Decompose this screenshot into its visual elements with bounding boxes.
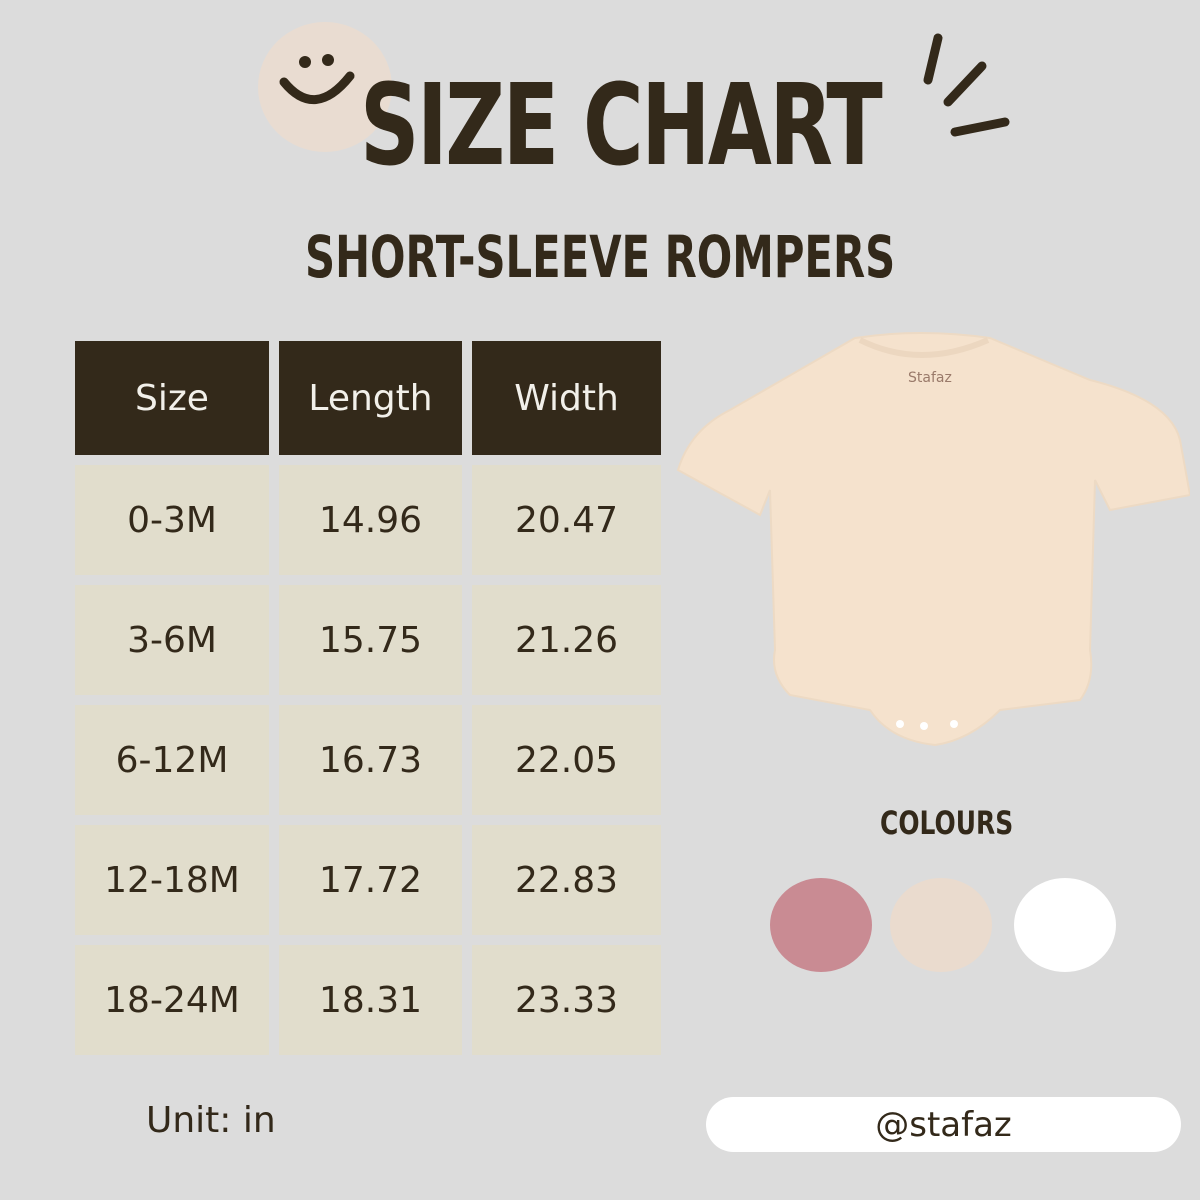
cell-width: 22.05 bbox=[472, 705, 661, 815]
smiley-blob bbox=[258, 22, 392, 152]
social-handle: @stafaz bbox=[875, 1104, 1012, 1145]
colour-swatch-white bbox=[1014, 878, 1116, 972]
page-subtitle: SHORT-SLEEVE ROMPERS bbox=[305, 223, 896, 291]
cell-width: 20.47 bbox=[472, 465, 661, 575]
cell-length: 16.73 bbox=[279, 705, 462, 815]
romper-image: Stafaz bbox=[676, 332, 1190, 747]
cell-width: 23.33 bbox=[472, 945, 661, 1055]
colour-swatch-beige bbox=[890, 878, 992, 972]
smiley-icon bbox=[279, 54, 355, 104]
colours-label: COLOURS bbox=[880, 804, 1014, 842]
cell-width: 21.26 bbox=[472, 585, 661, 695]
unit-label: Unit: in bbox=[146, 1100, 276, 1141]
social-handle-pill: @stafaz bbox=[706, 1097, 1181, 1152]
sparkle-lines-icon bbox=[923, 33, 1010, 137]
cell-size: 18-24M bbox=[75, 945, 269, 1055]
cell-size: 6-12M bbox=[75, 705, 269, 815]
cell-length: 17.72 bbox=[279, 825, 462, 935]
header-length: Length bbox=[279, 341, 462, 455]
page-title: SIZE CHART bbox=[360, 61, 883, 191]
header-width: Width bbox=[472, 341, 661, 455]
cell-length: 18.31 bbox=[279, 945, 462, 1055]
cell-width: 22.83 bbox=[472, 825, 661, 935]
romper-brand-label: Stafaz bbox=[908, 370, 952, 386]
cell-length: 15.75 bbox=[279, 585, 462, 695]
colour-swatch-pink bbox=[770, 878, 872, 972]
header-size: Size bbox=[75, 341, 269, 455]
cell-size: 3-6M bbox=[75, 585, 269, 695]
cell-size: 0-3M bbox=[75, 465, 269, 575]
cell-length: 14.96 bbox=[279, 465, 462, 575]
cell-size: 12-18M bbox=[75, 825, 269, 935]
